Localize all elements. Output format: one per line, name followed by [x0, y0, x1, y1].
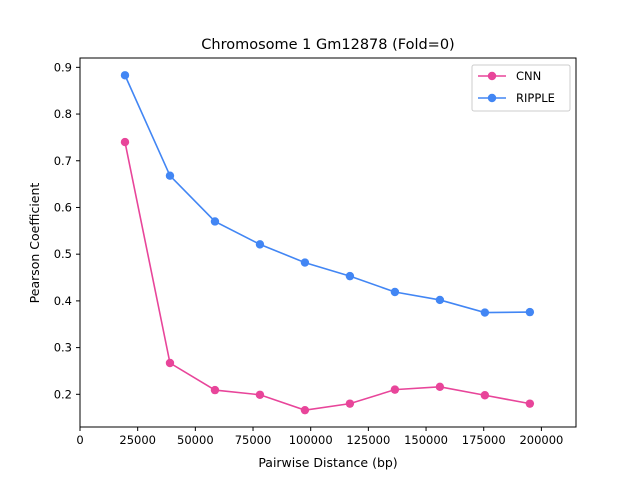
y-axis-label: Pearson Coefficient	[27, 183, 42, 304]
legend-label: CNN	[516, 69, 541, 83]
x-tick-label: 125000	[346, 433, 390, 447]
y-tick-label: 0.4	[54, 294, 72, 308]
plot-area	[120, 71, 535, 415]
y-tick-label: 0.3	[54, 341, 72, 355]
data-point-cnn	[255, 390, 265, 399]
data-point-cnn	[300, 405, 310, 415]
x-tick-label: 25000	[119, 433, 156, 447]
legend-label: RIPPLE	[516, 91, 555, 105]
data-point-ripple	[525, 307, 535, 317]
data-point-ripple	[435, 295, 445, 305]
series-line-cnn	[124, 141, 531, 411]
legend-swatch-marker	[487, 93, 497, 103]
data-point-ripple	[210, 217, 220, 226]
data-point-ripple	[165, 171, 175, 180]
x-tick-label: 200000	[519, 433, 563, 447]
data-point-cnn	[435, 382, 445, 392]
series-ripple	[120, 71, 535, 317]
x-tick-label: 100000	[289, 433, 333, 447]
data-point-cnn	[390, 385, 400, 394]
y-tick-label: 0.6	[54, 200, 72, 214]
x-axis-label: Pairwise Distance (bp)	[258, 455, 397, 470]
axes: 0 25000 50000 75000 100000 125000 150000 175000…	[54, 57, 577, 447]
data-point-cnn	[120, 137, 130, 147]
data-point-cnn	[165, 358, 175, 368]
x-tick-label: 50000	[177, 433, 214, 447]
chart-title: Chromosome 1 Gm12878 (Fold=0)	[201, 37, 454, 53]
data-point-cnn	[525, 399, 535, 408]
x-tick-label: 150000	[404, 433, 448, 447]
x-tick-label: 75000	[235, 433, 272, 447]
data-point-cnn	[345, 399, 355, 408]
data-point-ripple	[480, 308, 490, 317]
axes-frame	[79, 57, 577, 428]
data-point-ripple	[300, 258, 310, 267]
legend-item-cnn: CNN	[478, 69, 541, 83]
legend: CNN RIPPLE	[471, 64, 571, 112]
x-tick-label: 175000	[462, 433, 506, 447]
y-tick-label: 0.2	[54, 387, 72, 401]
data-point-ripple	[345, 271, 355, 281]
y-tick-label: 0.8	[54, 107, 72, 121]
data-point-ripple	[390, 287, 400, 297]
legend-item-ripple: RIPPLE	[478, 91, 555, 105]
data-point-ripple	[120, 71, 130, 80]
series-cnn	[120, 137, 535, 415]
y-tick-label: 0.7	[54, 154, 72, 168]
data-point-cnn	[480, 391, 490, 400]
data-point-ripple	[255, 240, 265, 249]
y-tick-label: 0.9	[54, 60, 72, 74]
legend-swatch-marker	[487, 71, 497, 81]
series-line-ripple	[124, 74, 530, 314]
x-tick-label: 0	[76, 433, 83, 447]
data-point-cnn	[210, 385, 220, 395]
y-tick-label: 0.5	[54, 247, 72, 261]
